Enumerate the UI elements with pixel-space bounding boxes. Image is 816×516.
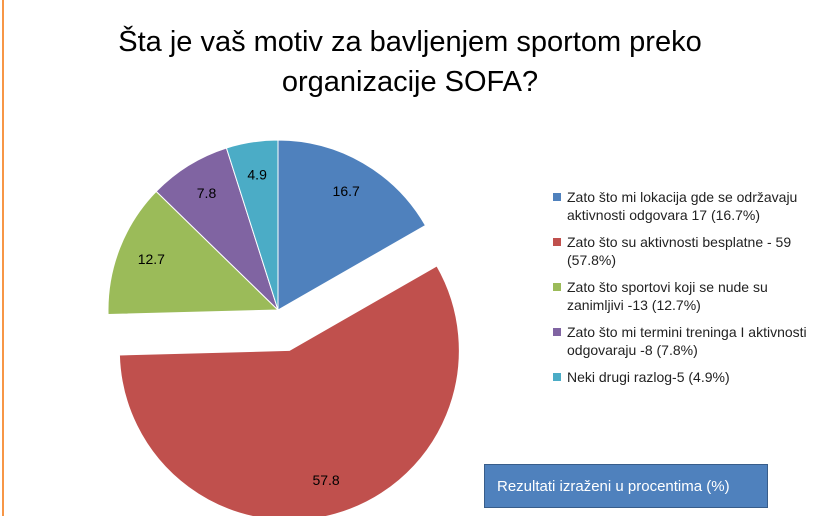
legend-label: Zato što sportovi koji se nude su zaniml… — [567, 279, 768, 313]
legend-label: Zato što mi lokacija gde se održavaju ak… — [567, 189, 798, 223]
legend-label: Zato što su aktivnosti besplatne - 59 (5… — [567, 234, 792, 268]
slide-edge — [2, 0, 4, 516]
legend-swatch — [553, 328, 561, 336]
legend-item: Zato što mi termini treninga I aktivnost… — [553, 323, 813, 359]
legend-swatch — [553, 283, 561, 291]
legend: Zato što mi lokacija gde se održavaju ak… — [553, 188, 813, 395]
legend-swatch — [553, 373, 561, 381]
pie-slice — [277, 139, 427, 311]
data-label: 16.7 — [333, 183, 360, 199]
legend-label: Neki drugi razlog-5 (4.9%) — [567, 369, 730, 385]
pie-slice — [118, 265, 460, 516]
legend-label: Zato što mi termini treninga I aktivnost… — [567, 324, 807, 358]
chart-title: Šta je vaš motiv za bavljenjem sportom p… — [118, 26, 702, 98]
legend-item: Zato što mi lokacija gde se održavaju ak… — [553, 188, 813, 224]
pie-slice — [107, 190, 280, 316]
data-label: 57.8 — [312, 472, 339, 488]
legend-item: Neki drugi razlog-5 (4.9%) — [553, 368, 813, 386]
legend-item: Zato što sportovi koji se nude su zaniml… — [553, 278, 813, 314]
pie-slice — [225, 139, 279, 311]
data-label: 4.9 — [247, 166, 267, 182]
data-label: 7.8 — [197, 185, 217, 201]
legend-swatch — [553, 193, 561, 201]
annotation: Rezultati izraženi u procentima (%) — [484, 464, 768, 508]
data-label: 12.7 — [138, 251, 165, 267]
legend-swatch — [553, 238, 561, 246]
legend-item: Zato što su aktivnosti besplatne - 59 (5… — [553, 233, 813, 269]
